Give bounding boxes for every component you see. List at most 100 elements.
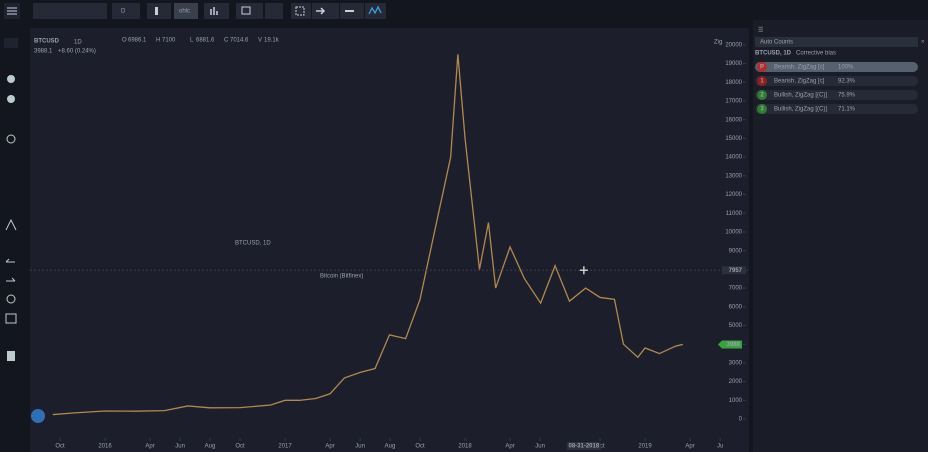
ohlc-value: 19.1k	[264, 38, 280, 44]
y-tick-label: 2000	[729, 379, 743, 385]
crosshair-cursor	[579, 266, 588, 275]
y-tick-label: 14000	[725, 155, 742, 161]
select-icon	[295, 6, 305, 16]
x-tick-label: Oct	[55, 444, 65, 450]
symbol-input[interactable]	[33, 3, 107, 19]
panel-bias: Corrective bias	[796, 51, 836, 57]
y-tick-label: 5000	[729, 323, 743, 329]
panel-title: Auto Counts	[760, 40, 793, 46]
count-badge-text: P	[760, 65, 764, 71]
y-tick-label: 20000	[725, 42, 742, 48]
candle-button[interactable]	[147, 3, 171, 19]
x-tick-label: Oct	[415, 444, 425, 450]
wave-icon	[368, 5, 382, 15]
trash-icon[interactable]	[7, 351, 15, 361]
tool-icon[interactable]	[7, 95, 15, 103]
count-row[interactable]	[755, 62, 918, 72]
y-tick-label: 13000	[725, 173, 742, 179]
ohlc-label: H	[156, 38, 160, 44]
y-tick-label: 18000	[725, 80, 742, 86]
magnet-icon[interactable]	[5, 313, 17, 324]
x-tick-label: Apr	[325, 444, 334, 450]
menu-icon	[7, 7, 17, 15]
count-row[interactable]	[755, 90, 918, 100]
count-value: 71.1%	[838, 107, 856, 113]
price-line	[52, 54, 684, 416]
ohlc-value: 6881.6	[196, 38, 215, 44]
x-tick-label: 2016	[98, 444, 112, 450]
count-badge	[757, 104, 767, 114]
x-tick-label: 2019	[638, 444, 652, 450]
ohlc-label: O	[122, 38, 127, 44]
tool-icon[interactable]	[7, 75, 15, 83]
arrow-button[interactable]	[312, 3, 339, 19]
count-label: Bullish, ZigZag [(C)]	[774, 93, 827, 99]
count-badge	[757, 90, 767, 100]
y-tick-label: 1000	[729, 398, 743, 404]
x-tick-label: Aug	[205, 444, 216, 450]
legend-symbol: BTCUSD	[34, 39, 60, 45]
ohlc-value: 7014.6	[230, 38, 249, 44]
crosshair-y-box	[722, 266, 746, 275]
count-row[interactable]	[755, 76, 918, 86]
x-tick-label: Jun	[535, 444, 545, 450]
top-toolbar: D ohlc	[4, 3, 386, 19]
last-price-box	[718, 340, 742, 349]
last-price-label: 3988	[727, 342, 741, 348]
crosshair-x-box	[566, 442, 601, 450]
legend-change: +8.60 (0.24%)	[58, 49, 96, 55]
interval: D	[121, 9, 126, 15]
watermark-name: Bitcoin (Bitfinex)	[320, 274, 363, 280]
y-tick-label: 16000	[725, 117, 742, 123]
count-label: Bullish, ZigZag [(C)]	[774, 107, 827, 113]
panel-close[interactable]: ×	[921, 40, 925, 46]
layout-icon	[241, 6, 251, 15]
candle-icon	[155, 7, 158, 15]
indicators-icon	[210, 7, 218, 15]
ohlc-value: 7100	[162, 38, 176, 44]
refresh-icon[interactable]	[6, 294, 16, 304]
x-tick-label: 2017	[278, 444, 292, 450]
panel-menu[interactable]: ☰	[758, 27, 763, 34]
crosshair-x-label: 08-31-2018	[569, 444, 600, 450]
corner-label: Zig	[714, 40, 722, 46]
y-tick-label: 11000	[726, 211, 743, 217]
style: ohlc	[179, 9, 190, 15]
style-button[interactable]	[174, 3, 198, 19]
link-button[interactable]	[265, 3, 283, 19]
x-tick-label: Jun	[355, 444, 365, 450]
y-tick-label: 10000	[725, 230, 742, 236]
x-tick-label: Apr	[505, 444, 514, 450]
left-toolbar	[4, 38, 18, 361]
legend-last: 3988.1	[34, 49, 53, 55]
tool-icon[interactable]	[6, 134, 16, 144]
x-tick-label: Apr	[685, 444, 694, 450]
ohlc-label: C	[224, 38, 229, 44]
count-badge	[757, 76, 767, 86]
redo-icon[interactable]	[6, 277, 16, 282]
ohlc-label: V	[258, 38, 262, 44]
y-tick-label: 7000	[729, 286, 743, 292]
ohlc-value: 6986.1	[128, 38, 147, 44]
interval-select[interactable]	[112, 3, 140, 19]
count-badge-text: 2	[760, 93, 764, 99]
chart-area	[30, 28, 749, 452]
count-label: Bearish, ZigZag [c]	[774, 65, 825, 71]
count-badge-text: 3	[760, 107, 764, 113]
panel-header	[755, 37, 918, 47]
count-value: 100%	[838, 65, 854, 71]
select-button[interactable]	[291, 3, 311, 19]
watermark-symbol: BTCUSD, 1D	[235, 241, 271, 247]
arrow-icon	[316, 7, 326, 15]
count-row[interactable]	[755, 104, 918, 114]
scroll-handle[interactable]	[31, 409, 45, 423]
tool-button[interactable]	[4, 38, 18, 48]
count-badge-text: 1	[760, 79, 764, 85]
legend-interval: 1D	[74, 40, 82, 46]
y-tick-label: 12000	[725, 192, 742, 198]
x-tick-label: Ju	[717, 444, 723, 450]
undo-icon[interactable]	[5, 258, 15, 263]
count-label: Bearish, ZigZag [c]	[774, 79, 825, 85]
text-tool-icon[interactable]	[5, 218, 17, 231]
